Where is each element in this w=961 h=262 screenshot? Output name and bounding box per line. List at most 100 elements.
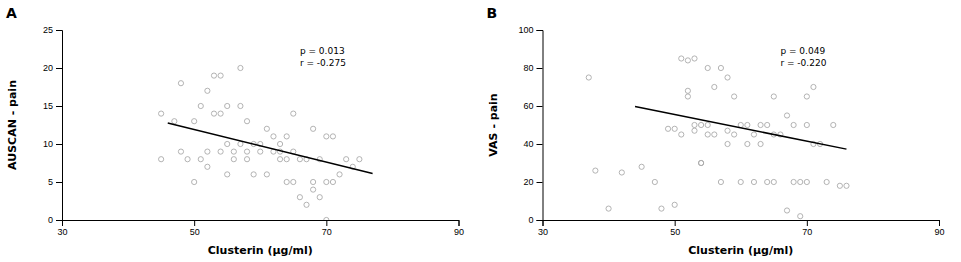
y-tick-mark	[537, 144, 543, 145]
y-tick-label: 100	[518, 25, 533, 35]
scatter-point	[784, 113, 789, 118]
scatter-point	[297, 157, 302, 162]
scatter-point	[205, 164, 210, 169]
y-tick-label: 40	[523, 139, 533, 149]
scatter-point	[685, 88, 690, 93]
scatter-point	[304, 202, 309, 207]
scatter-point	[784, 208, 789, 213]
scatter-point	[198, 157, 203, 162]
scatter-point	[771, 179, 776, 184]
y-tick-mark	[537, 68, 543, 69]
scatter-point	[284, 157, 289, 162]
x-tick-label: 90	[454, 227, 464, 237]
scatter-point	[178, 149, 183, 154]
scatter-point	[231, 157, 236, 162]
scatter-point	[725, 141, 730, 146]
scatter-point	[258, 149, 263, 154]
x-tick-label: 70	[322, 227, 332, 237]
scatter-point	[330, 179, 335, 184]
scatter-point	[751, 179, 756, 184]
scatter-point	[205, 88, 210, 93]
scatter-point	[732, 94, 737, 99]
scatter-point	[844, 183, 849, 188]
y-tick-mark	[56, 182, 62, 183]
scatter-point	[692, 56, 697, 61]
scatter-point	[791, 122, 796, 127]
scatter-point	[192, 179, 197, 184]
scatter-point	[699, 160, 704, 165]
y-axis-title: AUSCAN - pain	[6, 80, 19, 170]
scatter-point	[324, 217, 329, 220]
x-tick: 50	[670, 220, 680, 237]
scatter-point	[317, 195, 322, 200]
y-tick-mark	[537, 106, 543, 107]
y-tick: 10	[43, 139, 62, 149]
scatter-series	[159, 65, 362, 220]
scatter-point	[291, 179, 296, 184]
x-tick-label: 50	[670, 227, 680, 237]
y-tick-label: 20	[523, 177, 533, 187]
x-tick: 30	[538, 220, 548, 237]
x-tick-mark	[326, 220, 327, 226]
x-tick-label: 30	[538, 227, 548, 237]
scatter-point	[218, 149, 223, 154]
scatter-point	[692, 128, 697, 133]
panel-label: B	[487, 5, 498, 21]
scatter-point	[824, 179, 829, 184]
y-tick: 60	[523, 101, 542, 111]
y-tick: 5	[48, 177, 62, 187]
scatter-point	[311, 187, 316, 192]
y-axis-line	[537, 31, 544, 221]
y-tick-mark	[56, 106, 62, 107]
scatter-point	[159, 157, 164, 162]
scatter-point	[837, 183, 842, 188]
y-tick-label: 0	[48, 215, 53, 225]
scatter-point	[172, 119, 177, 124]
y-tick-mark	[56, 220, 62, 221]
x-axis-line	[543, 221, 940, 227]
scatter-point	[718, 65, 723, 70]
regression-line	[635, 107, 846, 150]
annotation: r = -0.275	[300, 58, 346, 68]
y-tick-mark	[56, 68, 62, 69]
scatter-point	[284, 134, 289, 139]
scatter-point	[606, 206, 611, 211]
scatter-point	[751, 132, 756, 137]
scatter-point	[745, 141, 750, 146]
scatter-point	[639, 164, 644, 169]
scatter-point	[244, 149, 249, 154]
scatter-point	[725, 128, 730, 133]
scatter-point	[804, 122, 809, 127]
scatter-point	[330, 134, 335, 139]
scatter-point	[284, 179, 289, 184]
scatter-point	[679, 56, 684, 61]
regression-line	[168, 123, 373, 173]
y-tick-label: 60	[523, 101, 533, 111]
x-tick-mark	[675, 220, 676, 226]
scatter-point	[159, 111, 164, 116]
annotation: p = 0.049	[780, 46, 825, 56]
scatter-point	[205, 149, 210, 154]
scatter-point	[244, 157, 249, 162]
scatter-point	[705, 122, 710, 127]
x-tick-mark	[807, 220, 808, 226]
scatter-point	[297, 195, 302, 200]
y-tick-label: 80	[523, 63, 533, 73]
y-tick: 80	[523, 63, 542, 73]
scatter-point	[652, 179, 657, 184]
scatter-point	[705, 65, 710, 70]
scatter-point	[738, 179, 743, 184]
x-tick: 90	[934, 220, 944, 237]
y-tick: 15	[43, 101, 62, 111]
scatter-point	[344, 157, 349, 162]
scatter-point	[218, 111, 223, 116]
x-tick: 70	[802, 220, 812, 237]
y-axis-line	[56, 31, 63, 221]
scatter-point	[798, 179, 803, 184]
scatter-point	[811, 84, 816, 89]
scatter-point	[718, 179, 723, 184]
y-tick-mark	[537, 182, 543, 183]
scatter-point	[798, 214, 803, 219]
scatter-point	[593, 168, 598, 173]
annotation: p = 0.013	[300, 46, 345, 56]
